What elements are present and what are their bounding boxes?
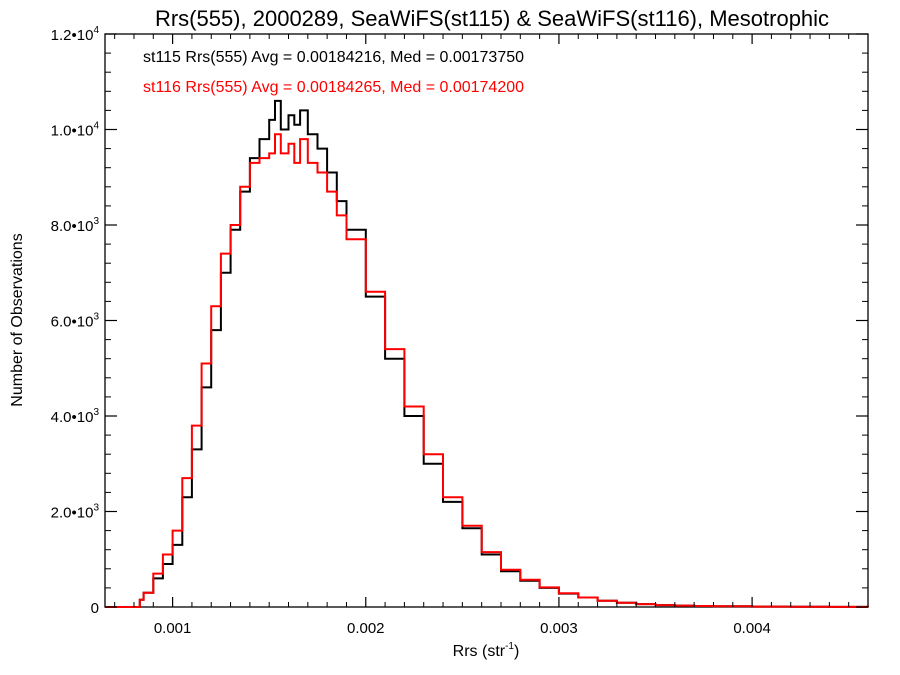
series-layer	[105, 99, 869, 608]
y-axis-ticks: 0 2.0•103 4.0•103 6.0•103 8.0•103 1.0•104 1.2•…	[51, 25, 868, 617]
y-axis-label: Number of Observations	[9, 233, 26, 406]
x-axis-ticks: 0.001 0.002 0.003 0.004	[114, 34, 869, 637]
legend-annotation-st115: st115 Rrs(555) Avg = 0.00184216, Med = 0…	[143, 49, 524, 66]
plot-area: 0.001 0.002 0.003 0.004 0 2.0•103 4.0•103 6.0•…	[51, 25, 869, 637]
legend-annotation-st116: st116 Rrs(555) Avg = 0.00184265, Med = 0…	[143, 79, 524, 96]
x-axis-label-end: )	[514, 643, 519, 660]
y-tick-label-5: 1.0•104	[51, 121, 100, 140]
y-tick-label-3: 6.0•103	[51, 312, 100, 331]
y-tick-label-6: 1.2•104	[51, 25, 100, 44]
x-tick-label-3: 0.004	[733, 620, 771, 637]
y-tick-label-1: 2.0•103	[51, 503, 100, 522]
series-line-1	[105, 133, 869, 608]
x-axis-label-main: Rrs (str	[453, 643, 506, 660]
series-line-0	[105, 99, 869, 608]
x-axis-label: Rrs (str-1)	[453, 641, 520, 660]
chart-title: Rrs(555), 2000289, SeaWiFS(st115) & SeaW…	[155, 6, 829, 31]
y-tick-label-0: 0	[91, 600, 99, 617]
y-tick-label-2: 4.0•103	[51, 407, 100, 426]
x-tick-label-1: 0.002	[347, 620, 385, 637]
x-tick-label-2: 0.003	[540, 620, 578, 637]
plot-frame	[104, 33, 869, 608]
x-tick-label-0: 0.001	[154, 620, 192, 637]
x-axis-label-sup: -1	[505, 641, 514, 652]
y-tick-label-4: 8.0•103	[51, 216, 100, 235]
